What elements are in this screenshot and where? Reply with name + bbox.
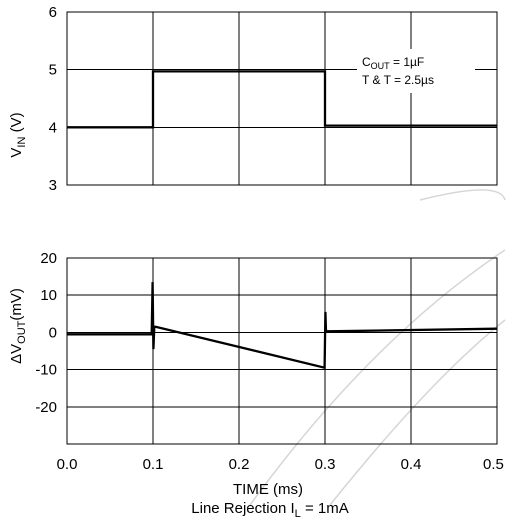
cout-label: COUT = 1µF <box>362 55 424 71</box>
conditions-annotation: COUT = 1µF T & T = 2.5µs <box>357 49 475 93</box>
delta-vout-trace <box>67 282 498 370</box>
axis-ticks: 6 5 4 3 20 10 0 -10 -20 0.0 0.1 0.2 0.3 0.4 0.5 <box>35 4 504 473</box>
delta-vout-tick-label: 0 <box>49 324 57 341</box>
time-tick-label: 0.1 <box>143 456 164 473</box>
delta-vout-tick-label: 10 <box>40 287 57 304</box>
delta-vout-axis-label: ΔVOUT(mV) <box>8 288 28 364</box>
time-tick-label: 0.2 <box>229 456 250 473</box>
rise-fall-time-label: T & T = 2.5µs <box>362 73 434 87</box>
delta-vout-plot-frame <box>66 257 498 445</box>
traces <box>67 70 498 370</box>
delta-vout-tick-label: 20 <box>40 250 57 267</box>
time-tick-label: 0.4 <box>401 456 422 473</box>
vin-tick-label: 5 <box>49 62 57 79</box>
vin-trace <box>67 70 497 129</box>
vin-axis-label: VIN (V) <box>8 112 28 157</box>
voltage-plot-frame <box>66 11 498 186</box>
watermark <box>249 189 506 506</box>
voltage-plot-grid <box>66 11 498 186</box>
vin-tick-label: 3 <box>49 177 57 194</box>
delta-vout-tick-label: -20 <box>35 399 57 416</box>
time-tick-label: 0.0 <box>57 456 78 473</box>
delta-vout-plot-grid <box>66 257 498 445</box>
vin-tick-label: 6 <box>49 4 57 21</box>
vin-tick-label: 4 <box>49 119 57 136</box>
time-axis-label: TIME (ms) <box>233 481 303 498</box>
delta-vout-tick-label: -10 <box>35 362 57 379</box>
chart-caption: Line Rejection IL = 1mA <box>191 500 348 520</box>
time-tick-label: 0.5 <box>483 456 504 473</box>
time-tick-label: 0.3 <box>315 456 336 473</box>
